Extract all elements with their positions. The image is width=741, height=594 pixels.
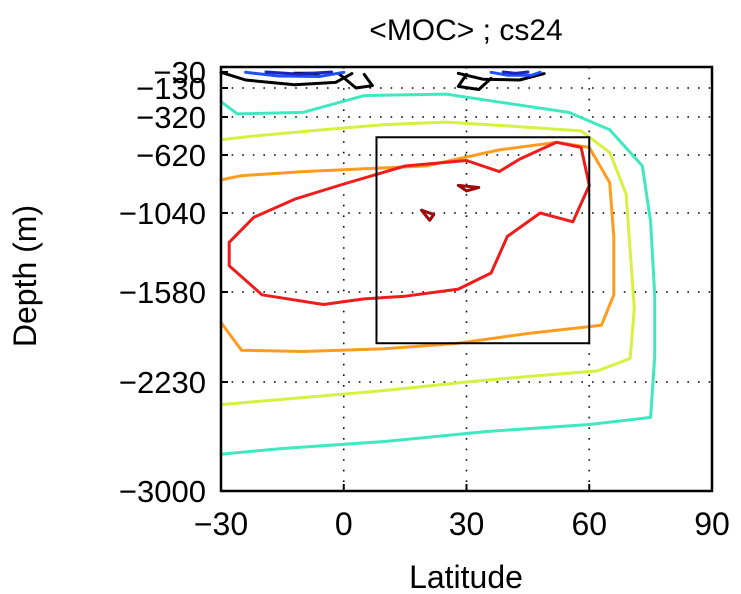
y-tick-label: −1580 bbox=[119, 275, 206, 310]
contour-line-3 bbox=[227, 140, 591, 306]
contour-line-1 bbox=[219, 120, 636, 407]
x-axis-ticks: −30 0 30 60 90 bbox=[194, 484, 730, 542]
contour-line-4 bbox=[420, 208, 436, 222]
contour-line-5 bbox=[456, 183, 481, 193]
y-axis-label: Depth (m) bbox=[7, 205, 43, 347]
x-tick-label: −30 bbox=[194, 506, 248, 542]
x-tick-label: 0 bbox=[335, 506, 353, 542]
x-tick-label: 30 bbox=[449, 506, 485, 542]
contour-line-10 bbox=[456, 72, 493, 91]
y-tick-label: −130 bbox=[136, 71, 206, 106]
y-axis-ticks: −30−130−320−620 −1040 −1580 −2230 −3000 bbox=[119, 55, 228, 509]
chart-title: <MOC> ; cs24 bbox=[369, 14, 562, 47]
y-tick-label: −30 bbox=[153, 55, 206, 90]
y-tick-label: −3000 bbox=[119, 474, 206, 509]
y-tick-label: −320 bbox=[136, 100, 206, 135]
contour-line-2 bbox=[219, 140, 616, 353]
contour-line-14 bbox=[501, 70, 530, 75]
x-axis-label: Latitude bbox=[409, 559, 523, 594]
contour-line-7 bbox=[456, 71, 546, 82]
x-tick-label: 60 bbox=[571, 506, 607, 542]
x-tick-label: 90 bbox=[694, 506, 730, 542]
grid-lines bbox=[221, 67, 712, 491]
contour-line-13 bbox=[489, 70, 542, 77]
contour-line-12 bbox=[264, 70, 333, 76]
y-tick-label: −1040 bbox=[119, 196, 206, 231]
contour-lines bbox=[219, 70, 657, 456]
contour-line-0 bbox=[219, 92, 657, 456]
highlight-box bbox=[375, 136, 591, 345]
contour-line-6 bbox=[219, 70, 354, 87]
y-tick-label: −620 bbox=[136, 138, 206, 173]
y-tick-label: −2230 bbox=[119, 365, 206, 400]
contour-line-11 bbox=[244, 70, 346, 78]
contour-line-9 bbox=[338, 72, 374, 90]
